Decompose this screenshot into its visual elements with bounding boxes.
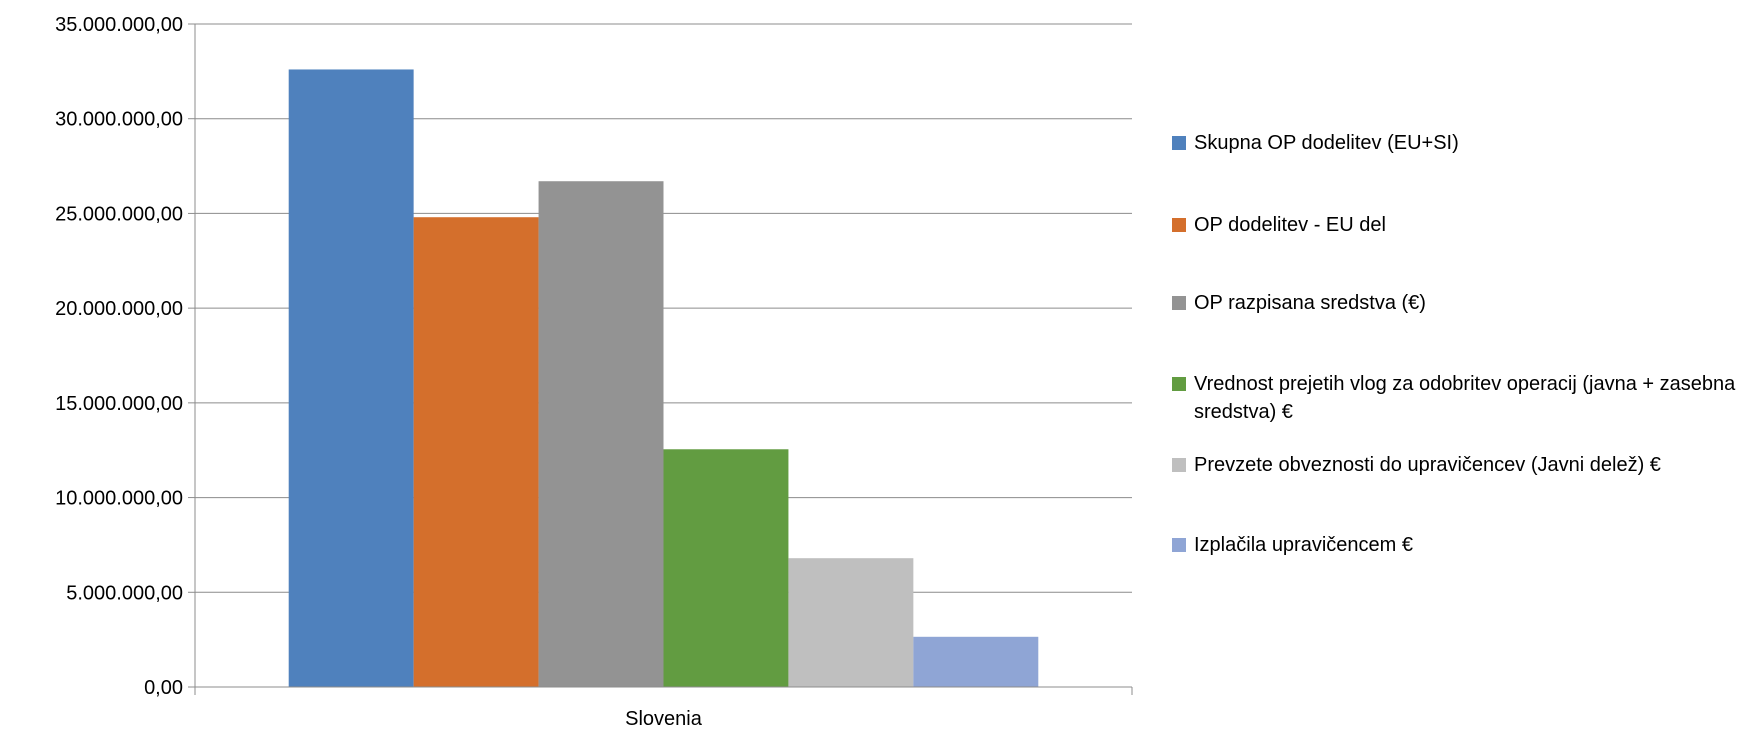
legend-item: Skupna OP dodelitev (EU+SI) [1172, 129, 1757, 157]
legend-item: OP dodelitev - EU del [1172, 211, 1757, 239]
bar-series-5 [788, 558, 914, 687]
legend-item: Prevzete obveznosti do upravičencev (Jav… [1172, 451, 1757, 479]
legend-label: Izplačila upravičencem € [1194, 534, 1413, 556]
legend: Skupna OP dodelitev (EU+SI) OP dodelitev … [1172, 0, 1757, 732]
axes [188, 23, 1133, 695]
legend-swatch [1172, 136, 1186, 150]
legend-label: Prevzete obveznosti do upravičencev (Jav… [1194, 454, 1661, 476]
legend-label: OP dodelitev - EU del [1194, 214, 1386, 236]
x-category-label: Slovenia [625, 708, 703, 730]
bars [288, 69, 1039, 687]
legend-swatch [1172, 377, 1186, 391]
legend-label: Vrednost prejetih vlog za odobritev oper… [1194, 373, 1736, 423]
legend-swatch [1172, 218, 1186, 232]
y-tick-labels: 0,00 5.000.000,00 10.000.000,00 15.000.000,… [55, 14, 183, 699]
y-tick-label: 5.000.000,00 [66, 582, 183, 604]
y-tick-label: 10.000.000,00 [55, 488, 183, 510]
bar-series-2 [413, 217, 539, 687]
y-tick-label: 0,00 [144, 677, 183, 699]
legend-item: Vrednost prejetih vlog za odobritev oper… [1172, 370, 1757, 426]
legend-item: Izplačila upravičencem € [1172, 531, 1757, 559]
y-tick-label: 30.000.000,00 [55, 109, 183, 131]
y-tick-label: 35.000.000,00 [55, 14, 183, 36]
y-tick-label: 20.000.000,00 [55, 298, 183, 320]
y-tick-label: 25.000.000,00 [55, 203, 183, 225]
legend-swatch [1172, 296, 1186, 310]
bar-series-6 [913, 636, 1039, 687]
legend-swatch [1172, 538, 1186, 552]
legend-label: OP razpisana sredstva (€) [1194, 292, 1426, 314]
y-tick-label: 15.000.000,00 [55, 393, 183, 415]
bar-series-4 [663, 449, 789, 687]
legend-label: Skupna OP dodelitev (EU+SI) [1194, 132, 1459, 154]
x-category-labels: Slovenia [625, 708, 703, 730]
legend-swatch [1172, 458, 1186, 472]
bar-series-1 [288, 69, 414, 687]
legend-item: OP razpisana sredstva (€) [1172, 289, 1757, 317]
bar-series-3 [538, 181, 664, 687]
